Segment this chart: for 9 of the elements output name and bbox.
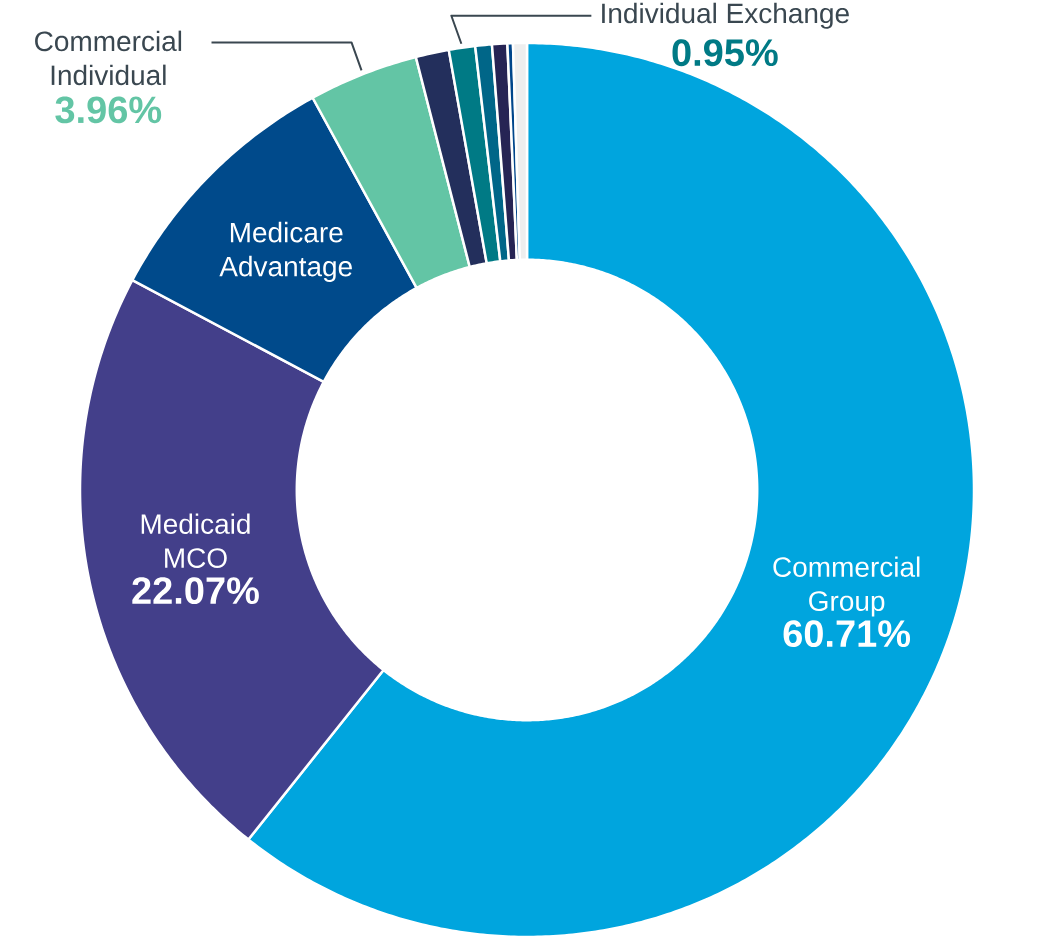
data-label: 0.95% xyxy=(672,39,778,67)
slice-label: Commercial Group xyxy=(773,556,920,617)
data-label: 60.71% xyxy=(783,620,911,648)
slice-label: Commercial Individual xyxy=(35,30,182,86)
slice-label: Individual Exchange xyxy=(602,2,849,29)
slice-label: Medicaid MCO xyxy=(141,513,250,568)
slice-label: Medicare Advantage xyxy=(219,221,352,282)
data-label: 3.96% xyxy=(55,96,162,124)
data-label: 22.07% xyxy=(132,577,259,605)
